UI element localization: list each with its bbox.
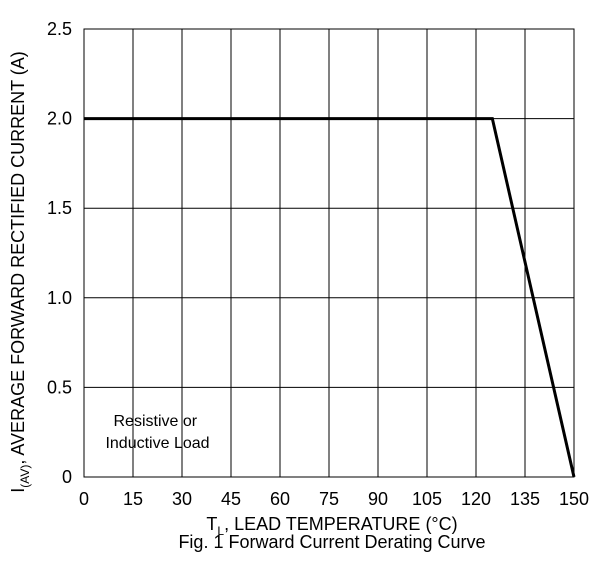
x-tick-label: 105 (412, 489, 442, 509)
x-tick-label: 30 (172, 489, 192, 509)
y-axis-title-suffix: , AVERAGE FORWARD RECTIFIED CURRENT (A) (8, 51, 28, 464)
y-tick-label: 0.5 (47, 377, 72, 397)
y-tick-label: 1.5 (47, 198, 72, 218)
x-tick-label: 150 (559, 489, 589, 509)
y-tick-label: 0 (62, 467, 72, 487)
load-annotation: Resistive or Inductive Load (105, 413, 209, 452)
x-axis-title-prefix: T (206, 514, 217, 534)
x-axis-title-suffix: , LEAD TEMPERATURE (°C) (224, 514, 458, 534)
y-tick-label: 1.0 (47, 288, 72, 308)
x-tick-label: 0 (79, 489, 89, 509)
x-tick-label: 75 (319, 489, 339, 509)
y-axis-title-subscript: (AV) (18, 465, 32, 488)
figure-caption: Fig. 1 Forward Current Derating Curve (178, 532, 485, 552)
y-axis-title: I(AV), AVERAGE FORWARD RECTIFIED CURRENT… (8, 51, 32, 493)
y-tick-labels: 0 0.5 1.0 1.5 2.0 2.5 (47, 19, 72, 487)
x-tick-label: 135 (510, 489, 540, 509)
grid (84, 29, 574, 477)
x-tick-label: 45 (221, 489, 241, 509)
x-tick-label: 120 (461, 489, 491, 509)
load-annotation-line-2: Inductive Load (105, 435, 209, 452)
x-axis-title: TL, LEAD TEMPERATURE (°C) (206, 514, 457, 538)
x-tick-label: 90 (368, 489, 388, 509)
x-tick-label: 15 (123, 489, 143, 509)
plot-frame (83, 28, 575, 478)
y-axis-title-prefix: I (8, 488, 28, 493)
derating-curve (84, 117, 576, 478)
x-tick-label: 60 (270, 489, 290, 509)
x-axis-title-subscript: L (217, 524, 224, 538)
x-tick-labels: 0 15 30 45 60 75 90 105 120 135 150 (79, 489, 589, 509)
series-layer (84, 117, 576, 478)
y-tick-label: 2.5 (47, 19, 72, 39)
load-annotation-line-1: Resistive or (113, 413, 197, 430)
y-tick-label: 2.0 (47, 109, 72, 129)
